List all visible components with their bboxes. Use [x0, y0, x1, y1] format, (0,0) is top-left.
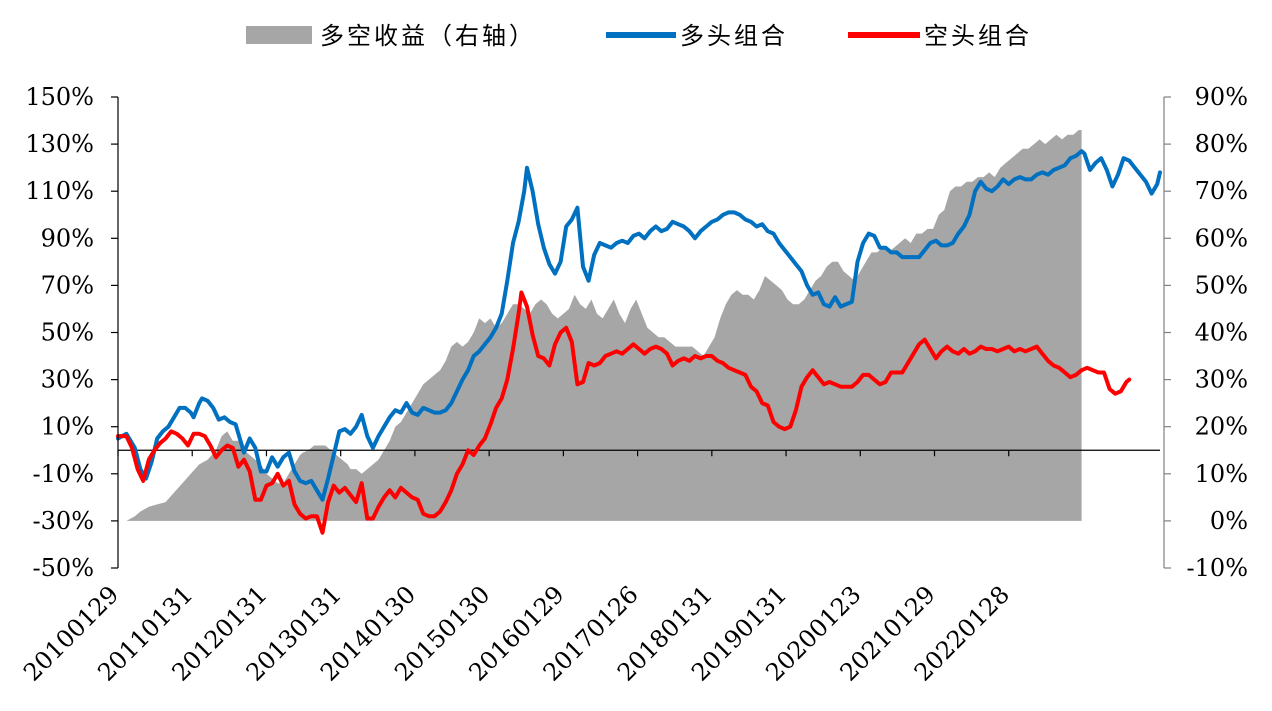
- right-axis-tick-label: 10%: [1195, 460, 1248, 488]
- left-axis-tick-label: -50%: [33, 554, 94, 582]
- right-axis-tick-label: 90%: [1195, 83, 1248, 111]
- right-axis-tick-label: 50%: [1195, 271, 1248, 299]
- left-axis-tick-label: 90%: [41, 224, 94, 252]
- left-axis-tick-label: 70%: [41, 271, 94, 299]
- left-axis-tick-label: -10%: [33, 460, 94, 488]
- right-axis-tick-label: 60%: [1195, 224, 1248, 252]
- left-axis-tick-label: 30%: [41, 366, 94, 394]
- right-axis-tick-label: 30%: [1195, 366, 1248, 394]
- series-line-long-portfolio: [116, 149, 1162, 502]
- left-axis-tick-label: 110%: [25, 177, 94, 205]
- legend-swatch-long-short-return: [246, 26, 312, 44]
- left-axis-tick-label: 130%: [25, 130, 94, 158]
- legend-label-long-short-return: 多空收益（右轴）: [320, 22, 536, 50]
- right-axis-tick-label: 80%: [1195, 130, 1248, 158]
- plot-area: [116, 130, 1162, 535]
- legend: 多空收益（右轴） 多头组合 空头组合: [246, 22, 1032, 50]
- right-axis-tick-label: -10%: [1187, 554, 1248, 582]
- series-line-short-portfolio: [116, 290, 1132, 535]
- right-axis-tick-label: 0%: [1210, 507, 1248, 535]
- right-axis-tick-label: 20%: [1195, 413, 1248, 441]
- left-axis-tick-label: -30%: [33, 507, 94, 535]
- right-axis-tick-label: 70%: [1195, 177, 1248, 205]
- right-axis-tick-label: 40%: [1195, 319, 1248, 347]
- legend-label-long-portfolio: 多头组合: [680, 22, 788, 50]
- left-axis-tick-label: 50%: [41, 319, 94, 347]
- series-area-long-short-return: [118, 130, 1082, 521]
- left-axis-tick-label: 150%: [25, 83, 94, 111]
- left-axis-tick-label: 10%: [41, 413, 94, 441]
- legend-label-short-portfolio: 空头组合: [924, 22, 1032, 50]
